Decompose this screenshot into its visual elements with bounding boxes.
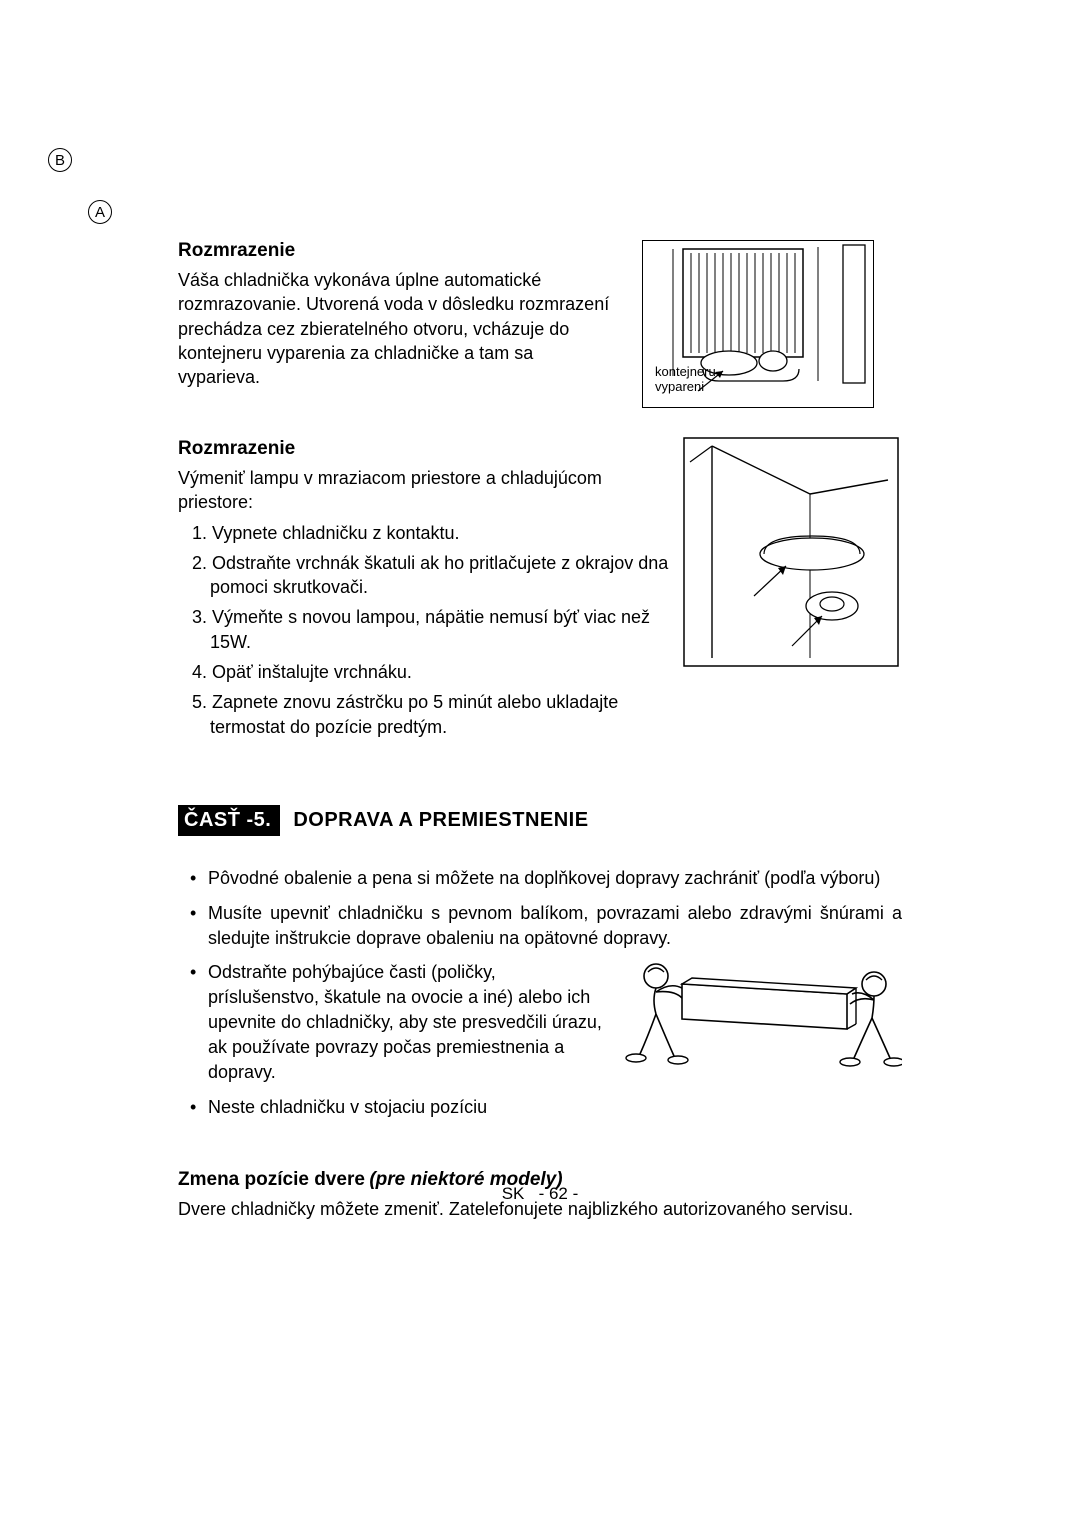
step-num: 2. xyxy=(192,553,207,573)
step-text: Výmeňte s novou lampou, nápätie nemusí b… xyxy=(210,607,650,651)
section1-paragraph: Váša chladnička vykonáva úplne automatic… xyxy=(178,268,616,389)
list-item: Pôvodné obalenie a pena si môžete na dop… xyxy=(208,866,902,891)
chapter-header: ČASŤ -5. DOPRAVA A PREMIESTNENIE xyxy=(178,805,902,836)
carry-svg xyxy=(612,954,902,1074)
list-item: 4. Opäť inštalujte vrchnáku. xyxy=(192,660,672,684)
figure-evaporation-container: kontejneru vypareni xyxy=(642,240,874,408)
step-num: 3. xyxy=(192,607,207,627)
chapter-title: DOPRAVA A PREMIESTNENIE xyxy=(293,809,588,832)
label-a-circle: A xyxy=(88,200,112,224)
transport-bullets-top: Pôvodné obalenie a pena si môžete na dop… xyxy=(178,866,902,950)
part-badge: ČASŤ -5. xyxy=(178,805,280,836)
step-text: Opäť inštalujte vrchnáku. xyxy=(212,662,412,682)
step-num: 4. xyxy=(192,662,207,682)
footer-page: - 62 - xyxy=(539,1184,579,1203)
fig1-label-line1: kontejneru xyxy=(655,364,716,379)
list-item: 5. Zapnete znovu zástrčku po 5 minút ale… xyxy=(192,690,672,739)
list-item: 1. Vypnete chladničku z kontaktu. xyxy=(192,521,672,545)
page-footer: SK - 62 - xyxy=(0,1184,1080,1204)
lamp-replace-steps: 1. Vypnete chladničku z kontaktu. 2. Ods… xyxy=(178,521,672,739)
step-text: Vypnete chladničku z kontaktu. xyxy=(212,523,459,543)
list-item: Neste chladničku v stojaciu pozíciu xyxy=(208,1095,602,1120)
list-item: 3. Výmeňte s novou lampou, nápätie nemus… xyxy=(192,605,672,654)
list-item: Odstraňte pohýbajúce časti (poličky, prí… xyxy=(208,960,602,1084)
section2-intro: Výmeniť lampu v mraziacom priestore a ch… xyxy=(178,466,672,515)
section1-heading: Rozmrazenie xyxy=(178,240,616,262)
step-num: 5. xyxy=(192,692,207,712)
transport-bullets-wrap: Odstraňte pohýbajúce časti (poličky, prí… xyxy=(178,960,602,1119)
step-num: 1. xyxy=(192,523,207,543)
fig1-label-line2: vypareni xyxy=(655,379,704,394)
section2-heading: Rozmrazenie xyxy=(178,438,672,460)
list-item: Musíte upevniť chladničku s pevnom balík… xyxy=(208,901,902,951)
label-b-circle: B xyxy=(48,148,72,172)
step-text: Zapnete znovu zástrčku po 5 minút alebo … xyxy=(210,692,618,736)
footer-lang: SK xyxy=(502,1184,525,1203)
step-text: Odstraňte vrchnák škatuli ak ho pritlaču… xyxy=(210,553,668,597)
figure1-caption: kontejneru vypareni xyxy=(655,365,716,395)
list-item: 2. Odstraňte vrchnák škatuli ak ho pritl… xyxy=(192,551,672,600)
lamp-svg xyxy=(682,436,900,668)
figure-lamp-housing: B A xyxy=(682,436,900,668)
figure-carry-fridge xyxy=(612,954,902,1074)
